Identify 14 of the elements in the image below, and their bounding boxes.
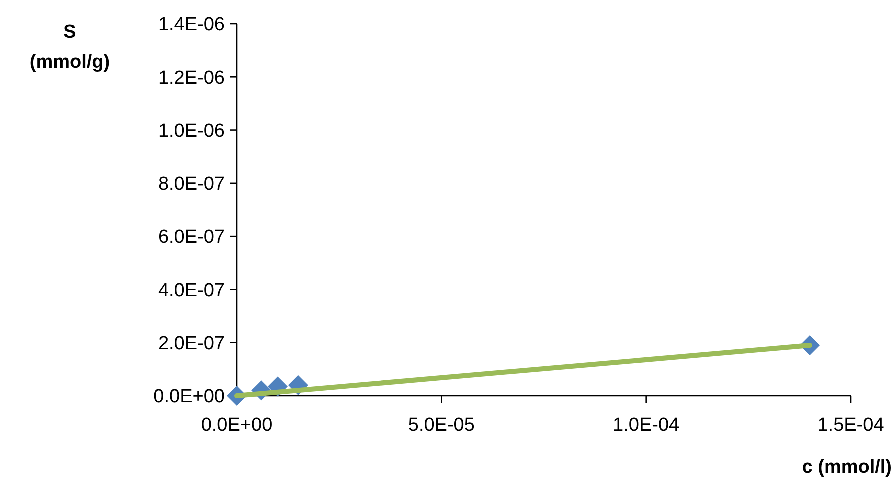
y-tick-label: 4.0E-07	[158, 280, 225, 302]
y-tick-label: 6.0E-07	[158, 227, 225, 248]
x-axis-title: c (mmol/l)	[802, 457, 892, 478]
y-axis-title: S (mmol/g)	[30, 22, 110, 73]
y-tick-label: 1.2E-06	[158, 68, 225, 89]
y-tick-label: 1.4E-06	[158, 14, 225, 36]
x-tick-label: 0.0E+00	[201, 415, 273, 436]
y-tick-label: 8.0E-07	[158, 174, 225, 196]
y-tick-label: 2.0E-07	[158, 334, 225, 355]
x-tick-label: 1.0E-04	[613, 415, 680, 436]
y-tick-label: 0.0E+00	[154, 386, 225, 408]
x-tick-label: 5.0E-05	[408, 415, 475, 436]
x-tick-label: 1.5E-04	[818, 415, 885, 436]
y-tick-label: 1.0E-06	[158, 120, 225, 142]
